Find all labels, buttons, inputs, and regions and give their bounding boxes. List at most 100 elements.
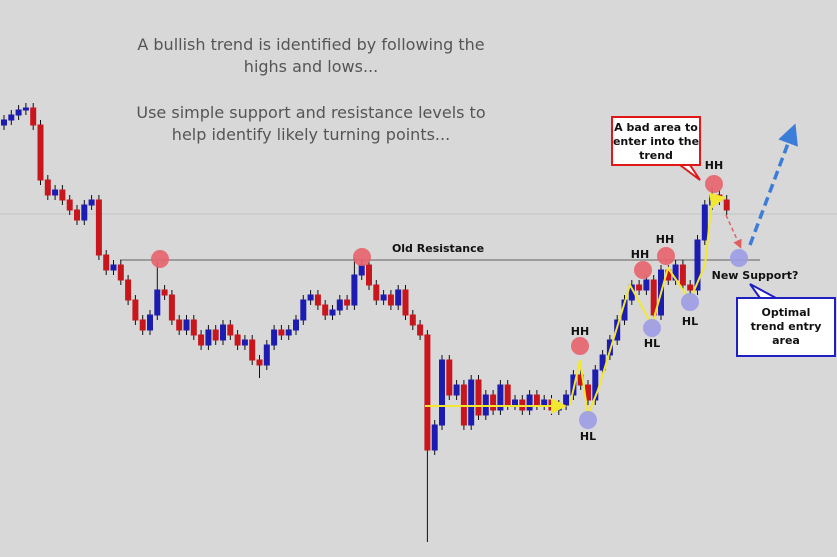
candle-body bbox=[278, 329, 285, 336]
candle-body bbox=[176, 319, 183, 331]
candle-body bbox=[701, 204, 708, 241]
candle-body bbox=[402, 289, 409, 316]
candle-body bbox=[110, 264, 117, 271]
bad-area-box bbox=[611, 116, 701, 181]
swing-high bbox=[657, 247, 675, 265]
hh-label: HH bbox=[656, 233, 674, 246]
candle-body bbox=[300, 299, 307, 321]
candle-body bbox=[344, 299, 351, 306]
hl-label: HL bbox=[580, 430, 596, 443]
candles bbox=[1, 103, 730, 542]
candle-body bbox=[190, 319, 197, 336]
candle-body bbox=[154, 289, 161, 316]
candle-body bbox=[431, 424, 438, 451]
candle-body bbox=[8, 114, 15, 121]
candle-body bbox=[117, 264, 124, 281]
candle-body bbox=[453, 384, 460, 396]
swing-high bbox=[151, 250, 169, 268]
optimal-text: trend entry bbox=[751, 320, 822, 333]
candle-body bbox=[30, 107, 37, 126]
candle-body bbox=[329, 309, 336, 316]
candle-body bbox=[263, 344, 270, 366]
swing-high bbox=[353, 248, 371, 266]
candle-body bbox=[570, 374, 577, 396]
candle-body bbox=[285, 329, 292, 336]
swing-low bbox=[579, 411, 597, 429]
candle-body bbox=[147, 314, 153, 331]
candle-body bbox=[1, 119, 7, 126]
swing-low bbox=[681, 293, 699, 311]
candle-body bbox=[81, 204, 88, 221]
candle-body bbox=[74, 209, 80, 221]
swing-points bbox=[151, 175, 748, 429]
candle-body bbox=[88, 199, 95, 206]
resistance-label: Old Resistance bbox=[392, 242, 484, 255]
candle-body bbox=[351, 274, 358, 306]
candle-body bbox=[395, 289, 402, 306]
candle-body bbox=[132, 299, 139, 321]
swing-high bbox=[705, 175, 723, 193]
pullback-arrow bbox=[725, 214, 742, 249]
intro-text: Use simple support and resistance levels… bbox=[136, 103, 485, 122]
swing-low bbox=[730, 249, 748, 267]
candle-body bbox=[198, 334, 205, 346]
candle-body bbox=[380, 294, 387, 301]
hh-label: HH bbox=[705, 159, 723, 172]
bad-area-text: A bad area to bbox=[614, 121, 698, 134]
candle-body bbox=[227, 324, 234, 336]
candle-body bbox=[314, 294, 321, 306]
candle-body bbox=[468, 379, 475, 426]
candle-body bbox=[307, 294, 314, 301]
candle-body bbox=[293, 319, 299, 331]
candle-body bbox=[373, 284, 380, 301]
intro-text: help identify likely turning points... bbox=[172, 125, 450, 144]
candle-body bbox=[694, 239, 701, 291]
candle-body bbox=[541, 399, 548, 406]
candle-body bbox=[650, 279, 657, 316]
candle-body bbox=[256, 359, 263, 366]
bad-area-text: enter into the bbox=[613, 135, 699, 148]
candle-body bbox=[125, 279, 132, 301]
candle-body bbox=[723, 199, 730, 211]
candle-body bbox=[606, 339, 613, 356]
candle-body bbox=[599, 354, 606, 371]
candle-body bbox=[643, 279, 650, 291]
candle-body bbox=[526, 394, 533, 411]
candle-body bbox=[636, 284, 643, 291]
candle-body bbox=[358, 264, 365, 276]
candle-body bbox=[59, 189, 66, 201]
candle-body bbox=[322, 304, 329, 316]
candle-body bbox=[37, 124, 44, 181]
new-support-label: New Support? bbox=[712, 269, 799, 282]
candle-body bbox=[205, 329, 212, 346]
candle-body bbox=[439, 359, 445, 426]
hl-label: HL bbox=[644, 337, 660, 350]
candle-body bbox=[183, 319, 190, 331]
hl-label: HL bbox=[682, 315, 698, 328]
swing-low bbox=[643, 319, 661, 337]
candle-body bbox=[271, 329, 278, 346]
candle-body bbox=[366, 264, 372, 286]
candle-body bbox=[95, 199, 102, 256]
candle-body bbox=[687, 284, 694, 291]
intro-text: A bullish trend is identified by followi… bbox=[137, 35, 484, 54]
candle-body bbox=[475, 379, 482, 416]
optimal-text: Optimal bbox=[762, 306, 811, 319]
candle-body bbox=[234, 334, 241, 346]
candle-body bbox=[387, 294, 394, 306]
candle-body bbox=[241, 339, 248, 346]
candle-body bbox=[504, 384, 511, 406]
candle-body bbox=[22, 107, 29, 111]
optimal-box bbox=[736, 283, 836, 357]
candle-body bbox=[52, 189, 59, 196]
hh-label: HH bbox=[571, 325, 589, 338]
candle-body bbox=[409, 314, 416, 326]
swing-high bbox=[571, 337, 589, 355]
candle-body bbox=[592, 369, 599, 401]
candle-body bbox=[679, 264, 686, 286]
swing-high bbox=[634, 261, 652, 279]
candle-body bbox=[336, 299, 343, 311]
candle-body bbox=[139, 319, 146, 331]
